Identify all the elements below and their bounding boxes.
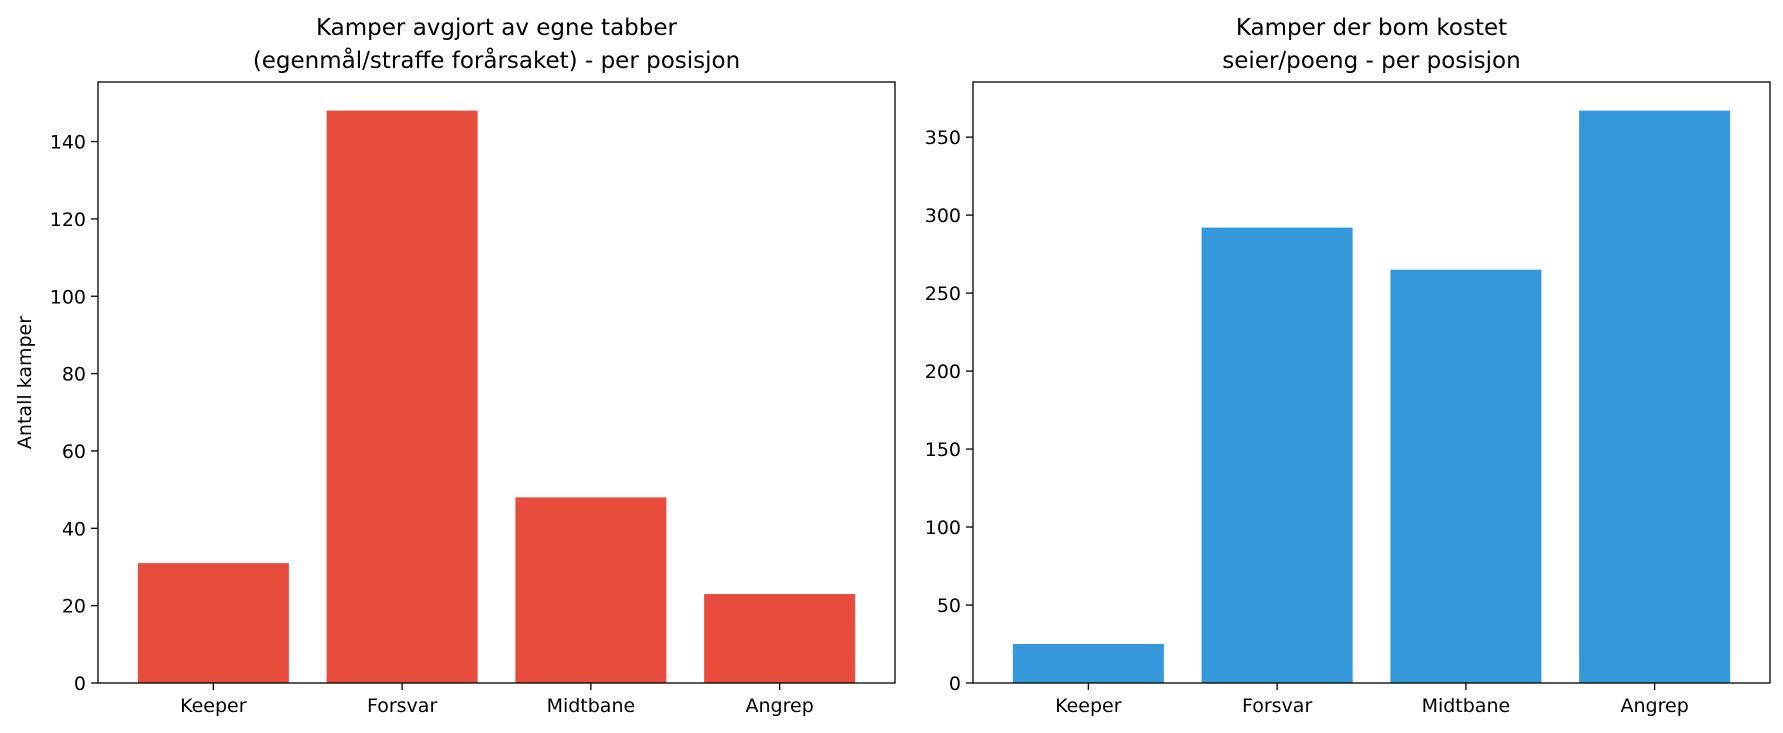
y-tick-label: 150 (925, 439, 961, 461)
x-tick-label: Keeper (1055, 695, 1122, 717)
bar-keeper (1012, 644, 1164, 683)
plot-frame (97, 81, 896, 684)
plot-frame (972, 81, 1771, 684)
y-tick-label: 80 (62, 364, 86, 386)
chart-panel-2: 0 50 100 150 200 250 300 350 Keeper Forsvar Midtba… (925, 15, 1771, 717)
bar-forsvar (326, 110, 478, 684)
bar-midtbane (1390, 269, 1542, 683)
x-tick-label: Forsvar (1242, 695, 1312, 717)
bar-midtbane (515, 497, 667, 683)
bar-angrep (704, 594, 856, 683)
y-tick-label: 20 (62, 596, 86, 618)
y-axis-label: Antall kamper (14, 316, 36, 449)
y-tick-label: 100 (50, 286, 86, 308)
y-tick-label: 120 (50, 209, 86, 231)
chart-title-line-2: seier/poeng - per posisjon (1222, 48, 1520, 74)
y-tick-label: 200 (925, 361, 961, 383)
bar-forsvar (1201, 227, 1353, 683)
y-tick-label: 50 (937, 595, 961, 617)
y-tick-label: 140 (50, 132, 86, 154)
chart-title-line-2: (egenmål/straffe forårsaket) - per posis… (253, 46, 740, 74)
y-tick-label: 250 (925, 283, 961, 305)
x-tick-label: Forsvar (367, 695, 437, 717)
y-tick-label: 0 (74, 673, 86, 695)
bar-angrep (1579, 110, 1731, 684)
x-tick-label: Angrep (746, 695, 814, 717)
bar-keeper (137, 563, 289, 683)
y-tick-label: 0 (949, 673, 961, 695)
y-tick-label: 100 (925, 517, 961, 539)
x-tick-label: Midtbane (1422, 695, 1511, 717)
chart-panel-1: 0 20 40 60 80 100 120 140 Keeper Forsvar Midtbane A… (14, 15, 896, 717)
x-tick-label: Keeper (180, 695, 247, 717)
chart-title-line-1: Kamper avgjort av egne tabber (316, 15, 678, 41)
y-tick-label: 60 (62, 441, 86, 463)
chart-title-line-1: Kamper der bom kostet (1236, 15, 1507, 41)
y-tick-label: 300 (925, 205, 961, 227)
y-tick-label: 350 (925, 127, 961, 149)
x-tick-label: Angrep (1621, 695, 1689, 717)
x-tick-label: Midtbane (547, 695, 636, 717)
y-tick-label: 40 (62, 518, 86, 540)
